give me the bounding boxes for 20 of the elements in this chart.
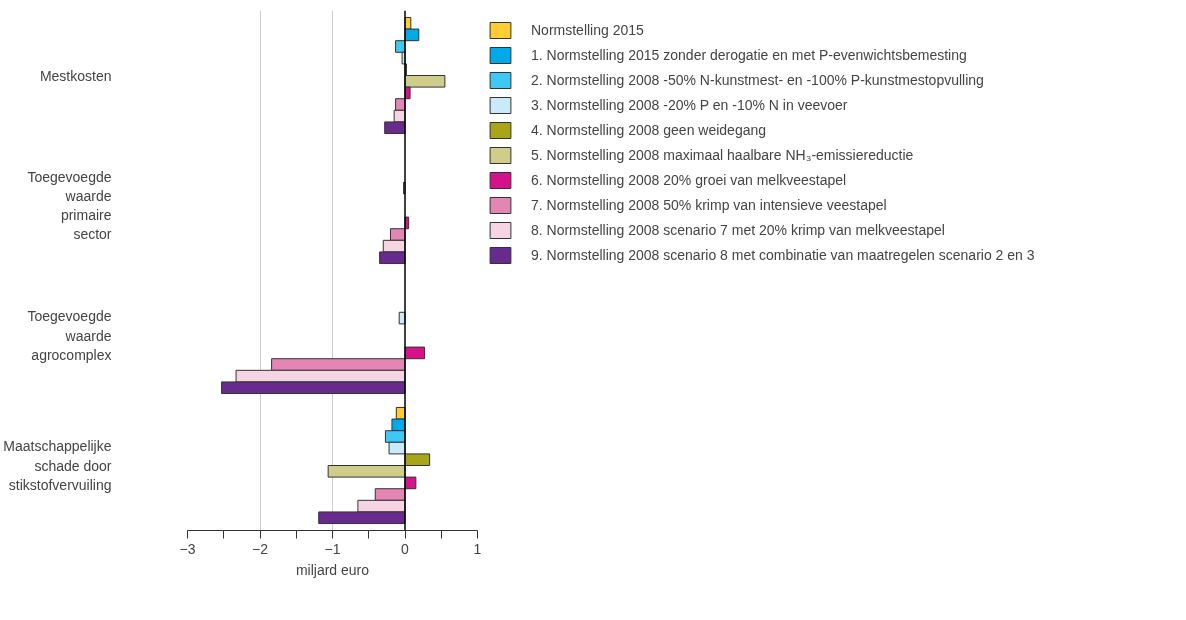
y-tick-label: Mestkosten [39, 67, 112, 84]
legend-label: 8. Normstelling 2008 scenario 7 met 20% krimp van melkveestapel [531, 222, 945, 238]
legend-label: 4. Normstelling 2008 geen weidegang [531, 122, 767, 138]
x-tick-label: 0 [401, 540, 410, 557]
y-tick-label: Toegevoegde waarde agrocomplex [27, 308, 112, 363]
legend-label: 7. Normstelling 2008 50% krimp van intensieve veestapel [531, 197, 887, 213]
x-tick-label: −1 [324, 540, 341, 557]
y-tick-label: Maatschappelijke schade door stikstofvervuiling [3, 438, 112, 493]
legend-label: 5. Normstelling 2008 maximaal haalbare NH₃-emissiereductie [531, 147, 914, 163]
x-tick-label: −2 [252, 540, 269, 557]
y-tick-label: Toegevoegde waarde primaire sector [27, 168, 112, 243]
legend-label: Normstelling 2015 [531, 22, 644, 38]
x-tick-label: −3 [179, 540, 196, 557]
legend-label: 1. Normstelling 2015 zonder derogatie en met P-evenwichtsbemesting [531, 47, 967, 63]
legend-label: 6. Normstelling 2008 20% groei van melkveestapel [531, 172, 847, 188]
legend-label: 3. Normstelling 2008 -20% P en -10% N in veevoer [531, 97, 848, 113]
legend-label: 2. Normstelling 2008 -50% N-kunstmest- en -100% P-kunstmestopvulling [531, 72, 984, 88]
x-tick-label: 1 [473, 540, 482, 557]
x-axis-title: miljard euro [295, 561, 370, 578]
legend-label: 9. Normstelling 2008 scenario 8 met combinatie van maatregelen scenario 2 en 3 [531, 247, 1035, 263]
